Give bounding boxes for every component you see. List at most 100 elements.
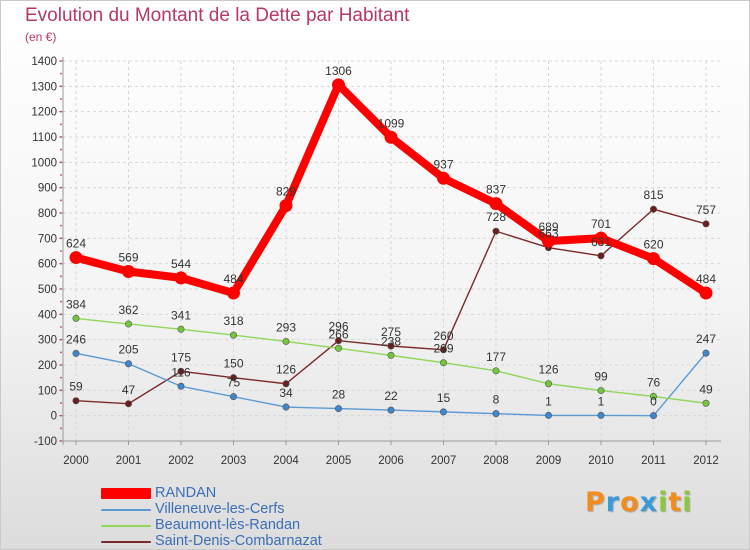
logo-letter: i bbox=[658, 487, 669, 518]
data-label: 177 bbox=[486, 350, 506, 364]
data-label: 15 bbox=[437, 391, 451, 405]
y-minor-dot bbox=[60, 326, 62, 328]
y-tick-label: 500 bbox=[38, 284, 57, 296]
y-minor-dot bbox=[60, 389, 62, 392]
legend-label: RANDAN bbox=[155, 485, 217, 501]
data-label: 209 bbox=[433, 342, 453, 356]
data-label: 293 bbox=[276, 320, 296, 334]
data-label: 829 bbox=[276, 185, 296, 199]
data-point bbox=[230, 393, 238, 401]
data-label: 0 bbox=[650, 395, 657, 409]
y-minor-dot bbox=[60, 123, 62, 126]
y-minor-dot bbox=[60, 427, 62, 430]
data-point bbox=[282, 337, 290, 345]
data-label: 728 bbox=[486, 210, 506, 224]
data-label: 384 bbox=[66, 297, 86, 311]
data-point bbox=[544, 411, 552, 419]
data-point bbox=[227, 286, 240, 300]
legend-swatch bbox=[101, 488, 151, 499]
y-minor-dot bbox=[60, 85, 62, 88]
data-label: 837 bbox=[486, 183, 506, 197]
data-label: 116 bbox=[171, 365, 190, 379]
logo-letter: r bbox=[605, 487, 621, 518]
x-tick-label: 2000 bbox=[63, 455, 89, 467]
data-label: 569 bbox=[118, 251, 138, 265]
y-minor-dot bbox=[60, 376, 62, 379]
data-label: 620 bbox=[643, 238, 663, 252]
data-point bbox=[279, 199, 293, 213]
y-tick-label: 200 bbox=[38, 360, 57, 372]
y-tick-label: 1100 bbox=[32, 132, 57, 144]
y-minor-dot bbox=[60, 136, 62, 138]
data-label: 815 bbox=[643, 188, 663, 202]
data-label: 126 bbox=[538, 363, 558, 377]
y-minor-dot bbox=[60, 250, 62, 252]
y-tick-label: 100 bbox=[38, 385, 57, 397]
data-label: 34 bbox=[279, 386, 293, 400]
data-point bbox=[387, 351, 395, 359]
data-point bbox=[597, 411, 605, 419]
y-tick-label: 400 bbox=[38, 309, 57, 321]
data-point bbox=[649, 392, 657, 400]
y-minor-dot bbox=[60, 300, 62, 303]
data-label: 484 bbox=[223, 272, 243, 286]
x-tick-label: 2002 bbox=[168, 455, 194, 467]
data-point bbox=[439, 346, 447, 354]
y-minor-dot bbox=[60, 275, 62, 278]
y-minor-dot bbox=[60, 98, 62, 100]
data-point bbox=[492, 227, 500, 235]
y-minor-dot bbox=[60, 199, 62, 202]
data-label: 757 bbox=[696, 203, 716, 217]
data-point bbox=[594, 231, 608, 245]
data-label: 205 bbox=[118, 343, 138, 357]
y-minor-dot bbox=[60, 364, 62, 366]
y-minor-dot bbox=[60, 402, 62, 404]
y-tick-label: 1000 bbox=[31, 157, 57, 169]
data-label: 22 bbox=[384, 389, 398, 403]
data-label: 1099 bbox=[378, 116, 405, 130]
y-minor-dot bbox=[60, 262, 62, 265]
data-point bbox=[125, 320, 133, 328]
data-point bbox=[699, 286, 713, 300]
data-label: 1 bbox=[598, 394, 605, 408]
data-point bbox=[384, 130, 398, 144]
x-tick-label: 2007 bbox=[431, 455, 457, 467]
x-tick-label: 2012 bbox=[693, 455, 719, 467]
logo-letter: o bbox=[620, 487, 640, 518]
data-point bbox=[125, 360, 133, 368]
legend-label: Saint-Denis-Combarnazat bbox=[155, 533, 322, 549]
data-point bbox=[387, 406, 395, 414]
data-label: 59 bbox=[69, 380, 83, 394]
y-tick-label: 600 bbox=[38, 259, 57, 271]
data-point bbox=[489, 197, 503, 211]
logo-letter: x bbox=[639, 487, 659, 518]
data-point bbox=[230, 331, 238, 339]
chart-title: Evolution du Montant de la Dette par Hab… bbox=[25, 5, 410, 26]
data-point bbox=[177, 382, 185, 390]
data-point bbox=[597, 252, 605, 260]
data-point bbox=[439, 408, 447, 416]
y-tick-label: 0 bbox=[51, 411, 57, 423]
logo-letter: t bbox=[668, 487, 683, 518]
data-point bbox=[177, 325, 185, 333]
data-label: 937 bbox=[433, 157, 453, 171]
y-minor-dot bbox=[60, 148, 62, 151]
x-tick-label: 2008 bbox=[483, 455, 509, 467]
y-minor-dot bbox=[60, 60, 62, 62]
data-point bbox=[387, 342, 395, 350]
y-minor-dot bbox=[60, 288, 62, 290]
data-point bbox=[334, 337, 342, 345]
data-label: 28 bbox=[332, 388, 346, 402]
data-label: 47 bbox=[122, 383, 136, 397]
data-label: 75 bbox=[227, 376, 241, 390]
data-point bbox=[542, 234, 555, 248]
data-point bbox=[544, 380, 552, 388]
data-point bbox=[72, 397, 80, 405]
data-label: 260 bbox=[433, 329, 453, 343]
data-label: 631 bbox=[591, 235, 611, 249]
x-tick-label: 2004 bbox=[273, 455, 299, 467]
logo-letter: i bbox=[682, 487, 693, 518]
data-point bbox=[334, 405, 342, 413]
y-minor-dot bbox=[60, 110, 62, 113]
data-label: 126 bbox=[276, 363, 296, 377]
